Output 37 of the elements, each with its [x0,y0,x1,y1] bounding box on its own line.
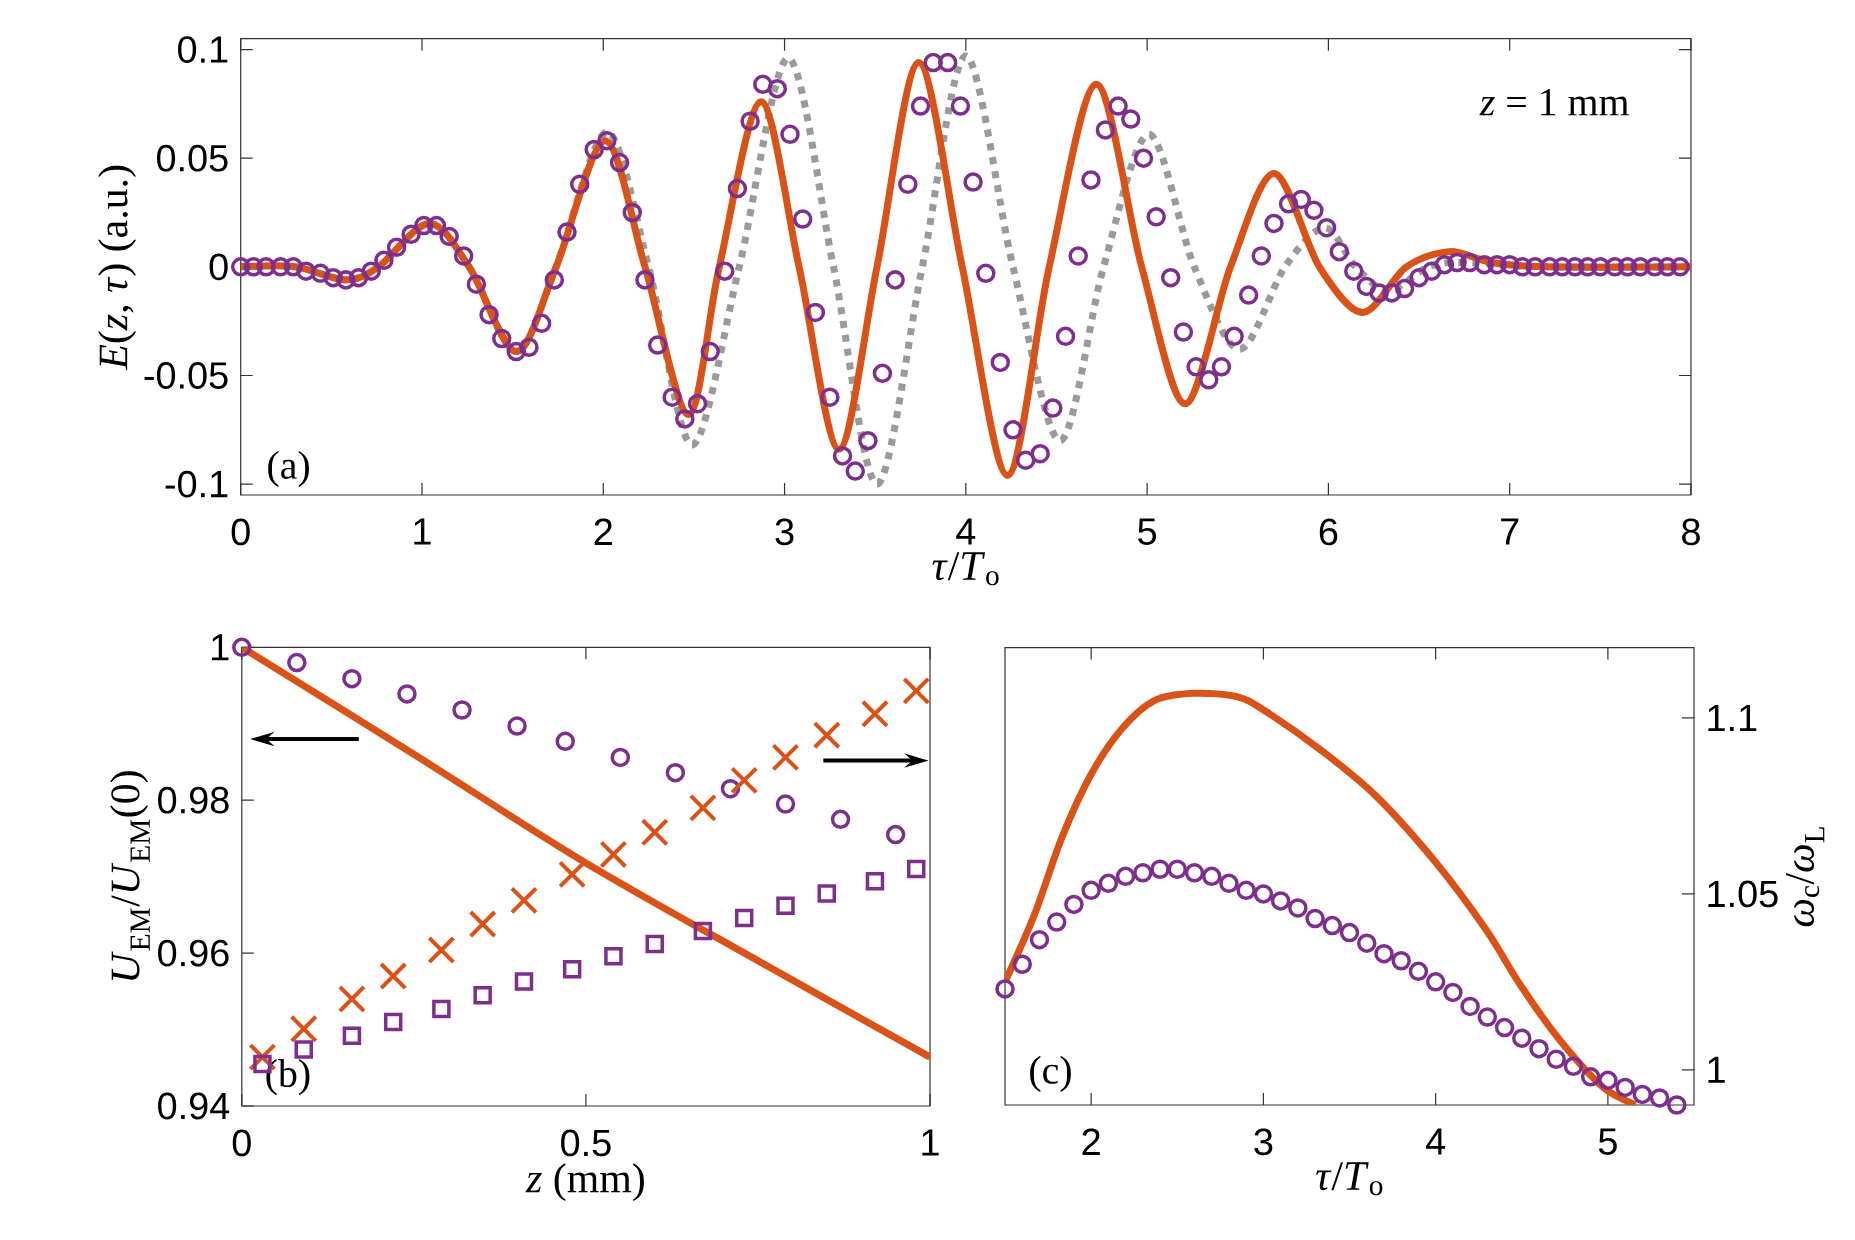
y-axis-title: E(z, τ) (a.u.) [98,165,137,371]
annotation: (c) [1030,1055,1071,1092]
x-tick-label: 6 [1319,518,1338,546]
x-tick-label: 4 [1425,1128,1446,1155]
x-tick-label: 2 [1082,1128,1100,1155]
x-tick-label: 4 [956,518,976,545]
x-tick-label: 0 [232,1129,251,1157]
x-axis-title: τ/T$_{o}$ [932,552,999,586]
y-tick-label: 0.94 [158,1092,230,1120]
x-tick-label: 1 [414,518,431,545]
x-tick-label: 8 [1682,518,1700,546]
y-tick-label: 0.05 [156,144,228,172]
y2-tick-label: 1.05 [1708,880,1778,908]
x-tick-label: 5 [1598,1128,1617,1155]
x-tick-label: 3 [775,518,794,546]
y2-tick-label: 1.1 [1708,704,1757,731]
y-tick-label: 1 [212,634,229,661]
x-tick-label: 5 [1138,518,1157,545]
y2-axis-title: ω$_{c}$/ω$_{L}$ [1786,827,1825,927]
y2-tick-label: 1 [1708,1056,1725,1083]
y-tick-label: -0.05 [144,362,228,389]
y-tick-label: 0.96 [158,939,229,967]
x-tick-label: 0 [231,518,250,546]
x-tick-label: 3 [1254,1128,1273,1156]
x-tick-label: 0.5 [561,1129,611,1157]
y-tick-label: -0.1 [165,470,228,498]
x-tick-label: 2 [594,518,612,545]
y-tick-label: 0.98 [158,786,229,814]
y-tick-label: 0 [209,253,228,281]
x-tick-label: 1 [922,1129,939,1156]
x-axis-title: z (mm) [525,1163,644,1202]
x-tick-label: 7 [1501,518,1519,545]
y-axis-title: U$_{EM}$/U$_{EM}$(0) [110,771,150,980]
y-tick-label: 0.1 [178,36,228,63]
annotation: z = 1 mm [1479,88,1629,116]
annotation: (a) [268,450,309,488]
x-axis-title: τ/T$_{o}$ [1316,1162,1383,1196]
